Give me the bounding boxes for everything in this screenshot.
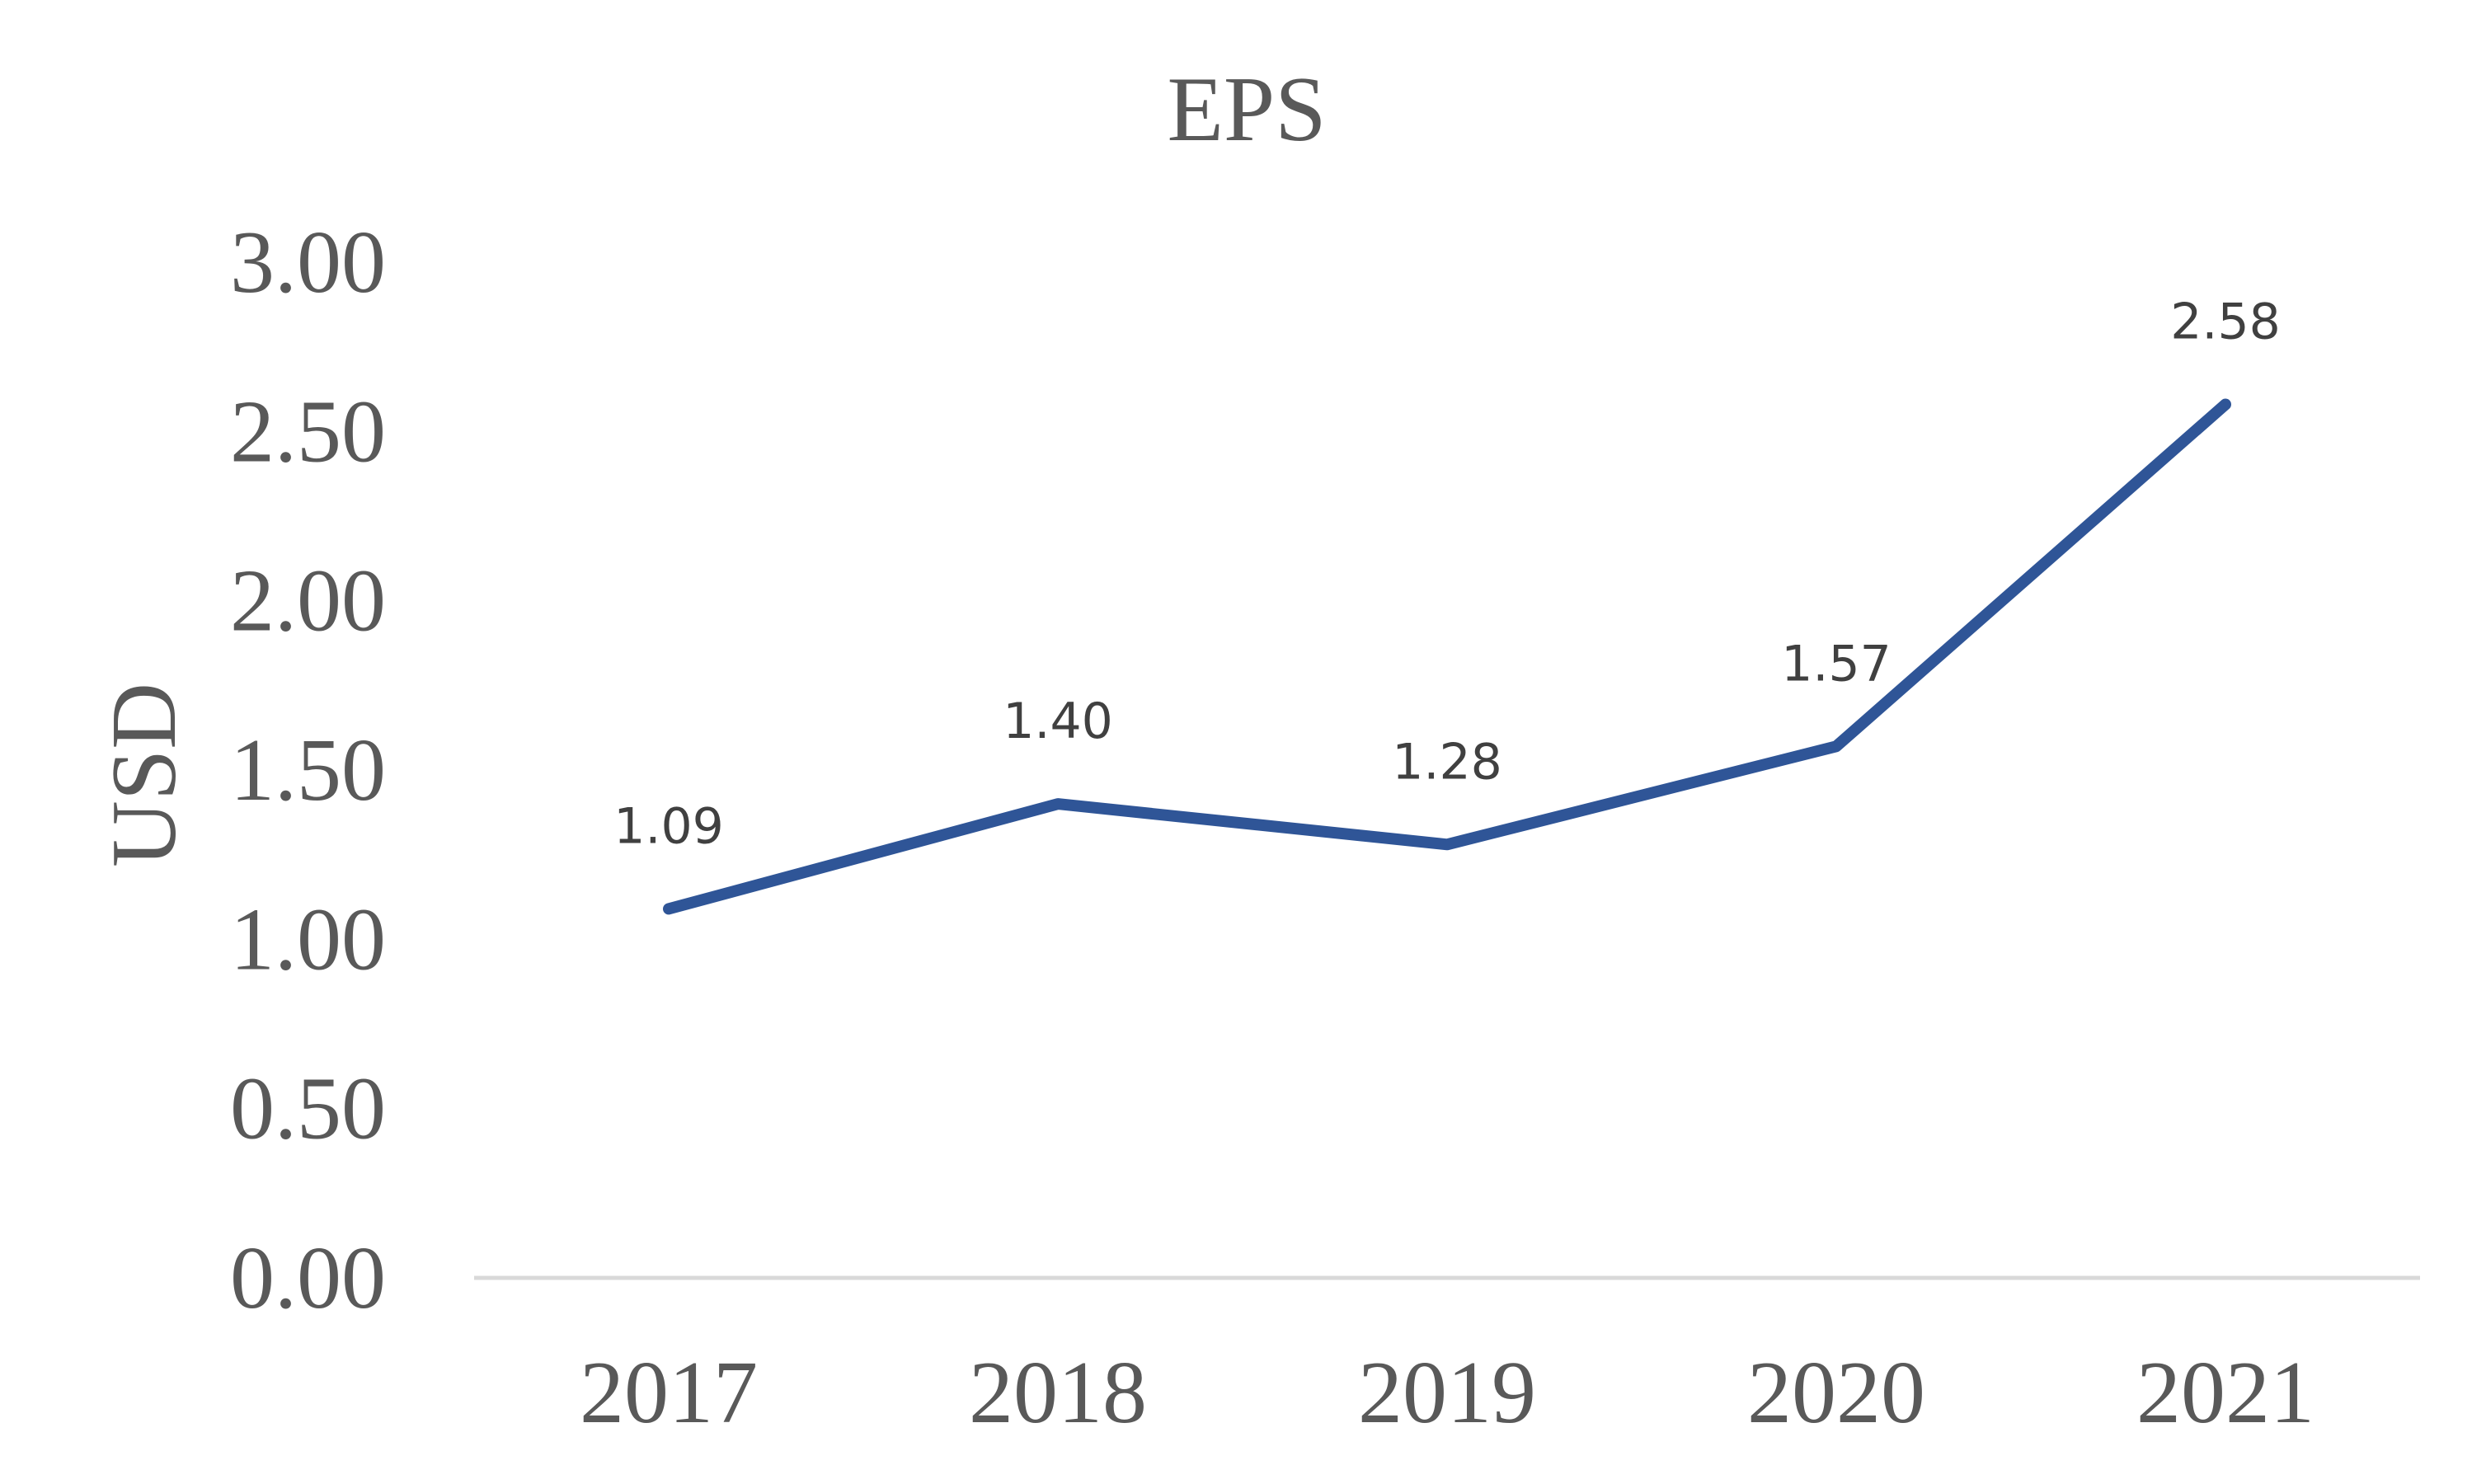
x-tick-label: 2019 xyxy=(1358,1344,1536,1442)
y-tick-label: 1.50 xyxy=(230,721,386,819)
data-labels: 1.09 1.40 1.28 1.57 2.58 xyxy=(613,293,2281,855)
y-axis-ticks: 0.00 0.50 1.00 1.50 2.00 2.50 3.00 xyxy=(230,214,386,1327)
x-axis-ticks: 2017 2018 2019 2020 2021 xyxy=(580,1344,2314,1442)
y-tick-label: 2.00 xyxy=(230,552,386,650)
data-label: 1.40 xyxy=(1003,693,1113,750)
y-tick-label: 2.50 xyxy=(230,383,386,481)
data-label: 1.28 xyxy=(1392,733,1502,791)
eps-series-line xyxy=(663,398,2231,915)
data-label: 2.58 xyxy=(2170,293,2281,350)
chart-title: EPS xyxy=(1168,59,1327,161)
y-tick-label: 0.50 xyxy=(230,1060,386,1158)
y-axis-label: USD xyxy=(93,683,195,867)
data-label: 1.57 xyxy=(1781,635,1892,693)
x-tick-label: 2020 xyxy=(1747,1344,1925,1442)
y-tick-label: 0.00 xyxy=(230,1229,386,1327)
x-tick-label: 2017 xyxy=(580,1344,758,1442)
x-tick-label: 2018 xyxy=(969,1344,1147,1442)
y-tick-label: 3.00 xyxy=(230,214,386,312)
x-tick-label: 2021 xyxy=(2136,1344,2314,1442)
y-tick-label: 1.00 xyxy=(230,890,386,989)
data-label: 1.09 xyxy=(613,797,724,855)
